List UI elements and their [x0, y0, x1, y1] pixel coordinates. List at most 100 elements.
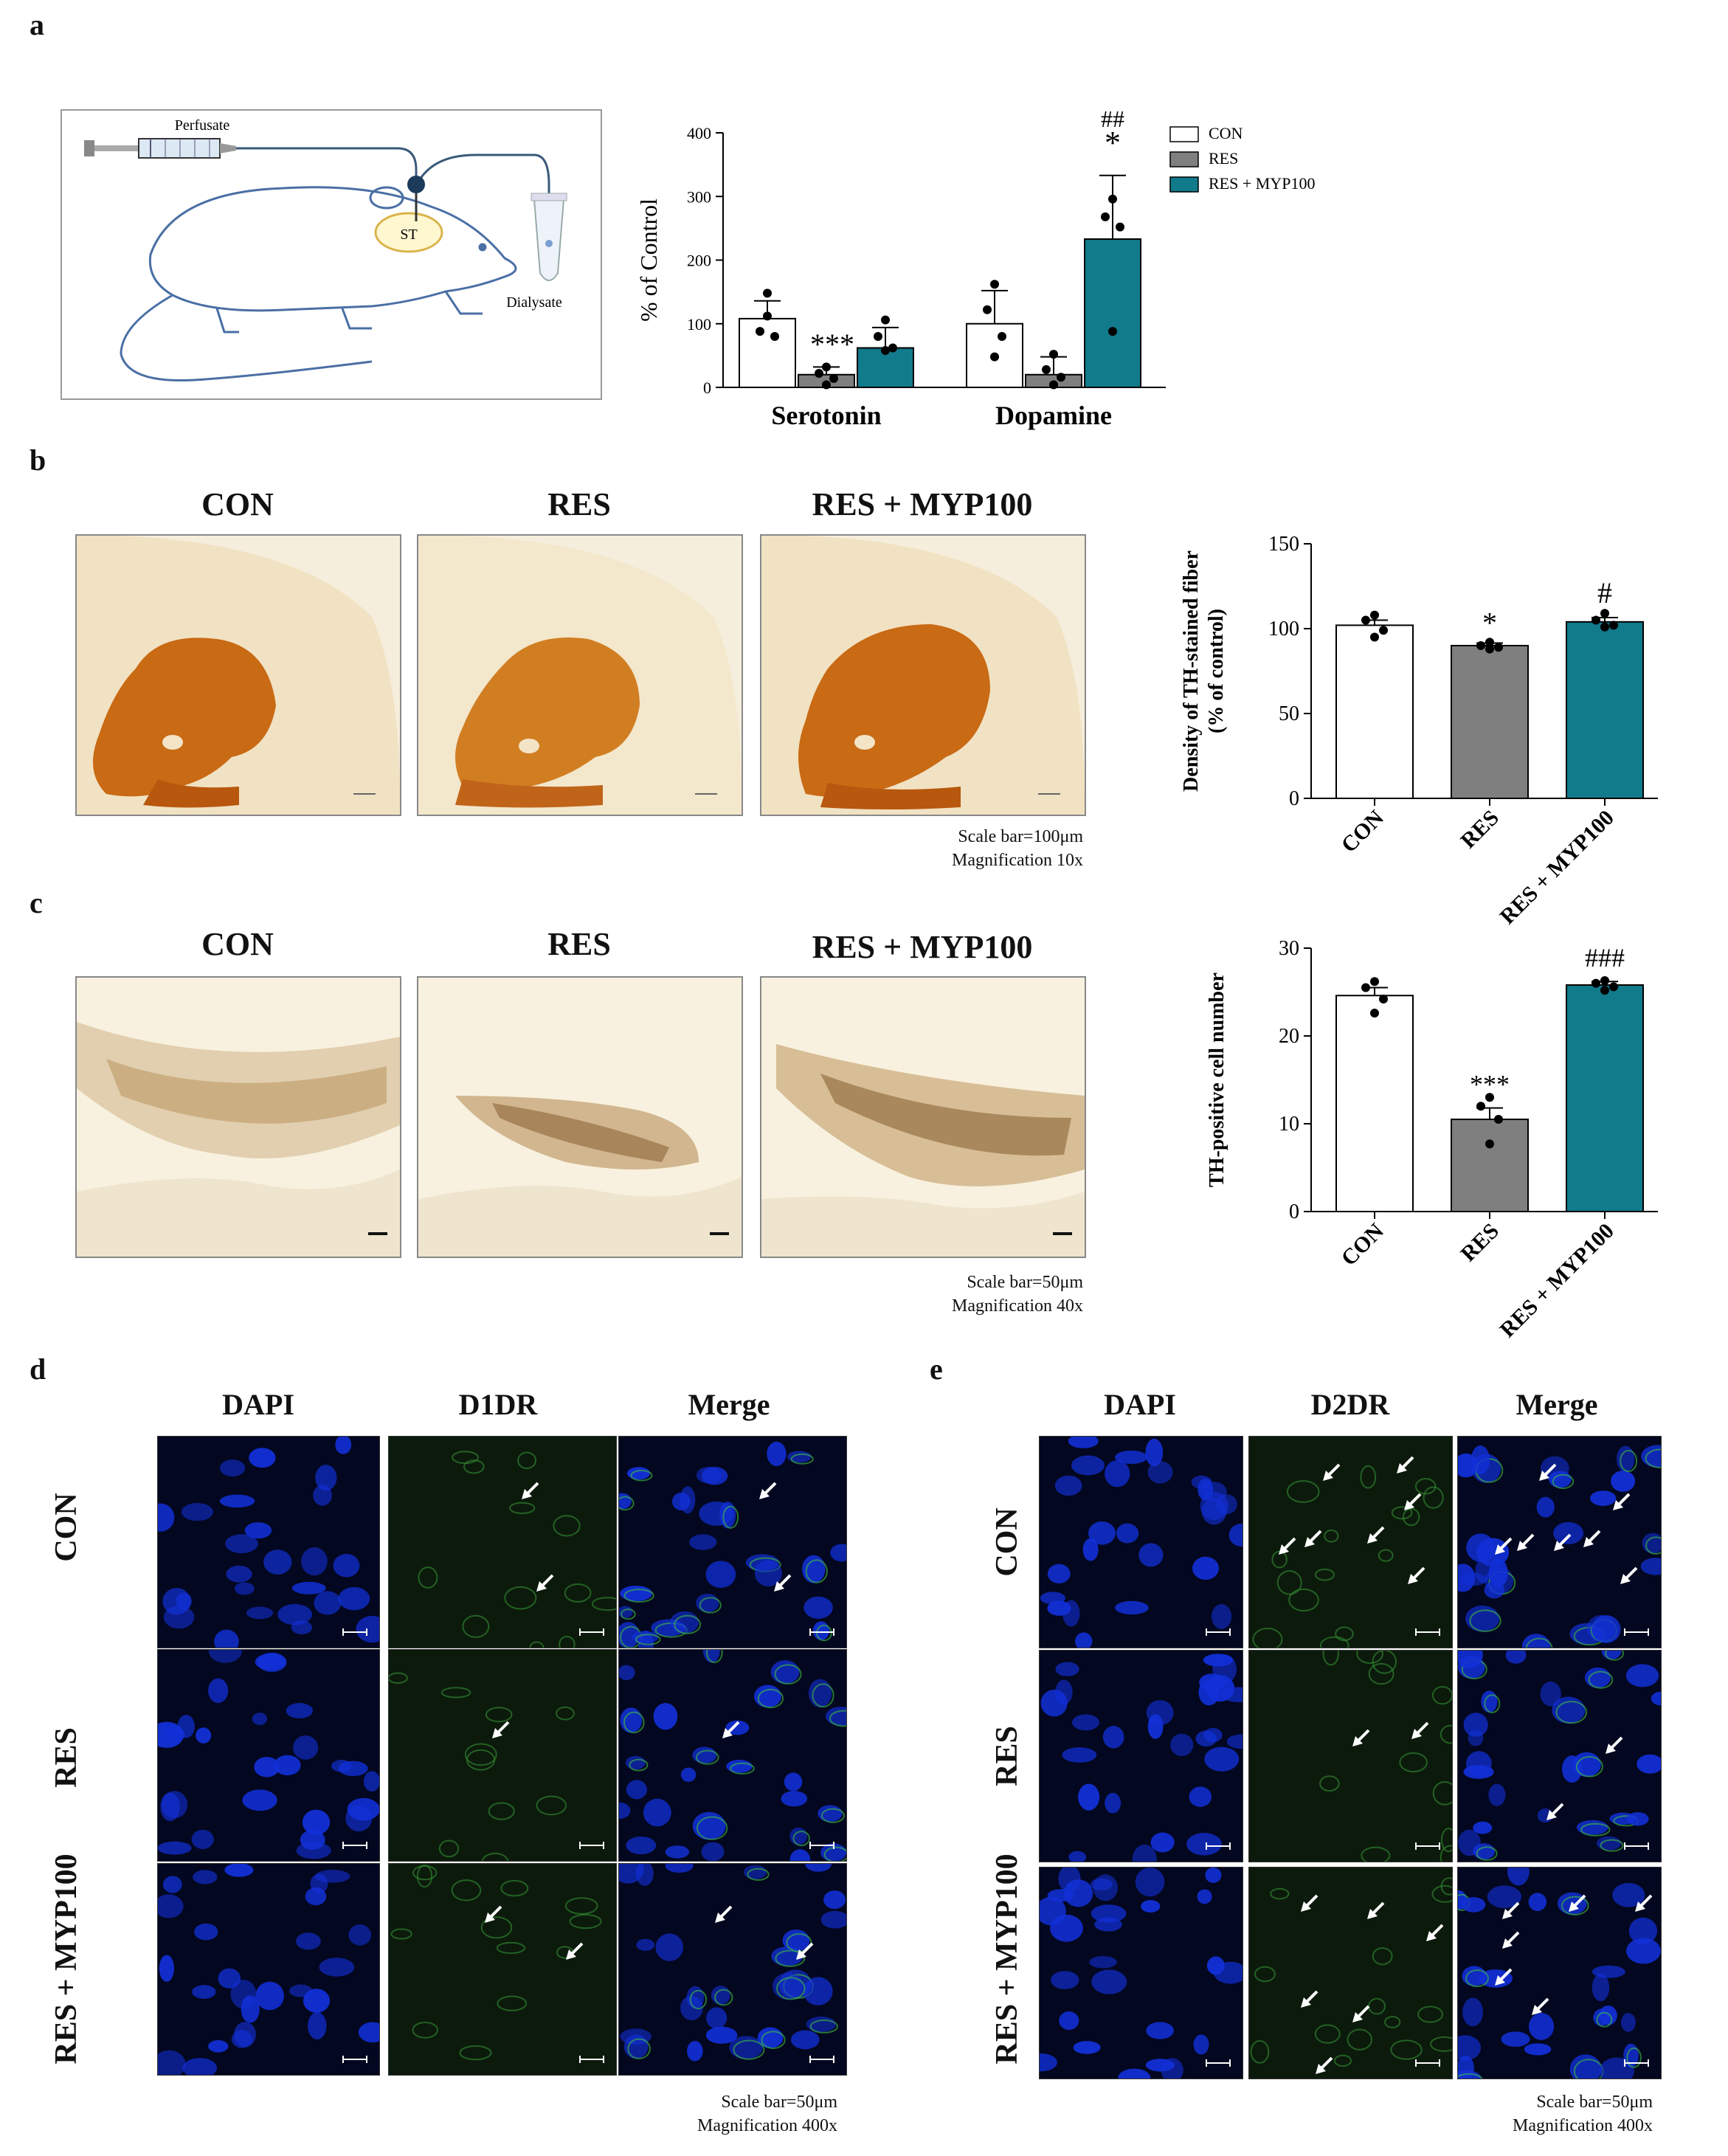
receptor-signal: [635, 1634, 661, 1645]
receptor-signal: [504, 1586, 537, 1610]
receptor-signal: [553, 1515, 581, 1537]
receptor-signal: [829, 1710, 846, 1727]
chart-b: 0 50 100 150 Density of TH-stained fiber (% o…: [1180, 516, 1712, 944]
arrow-head: [1532, 2005, 1542, 2015]
data-point: [1361, 983, 1370, 992]
nucleus: [220, 1459, 246, 1477]
y-tick-label: 200: [687, 252, 711, 270]
nucleus: [230, 1979, 257, 2009]
data-point: [1494, 643, 1503, 652]
x-category-label: RES + MYP100: [1496, 806, 1619, 929]
nucleus: [1651, 1691, 1661, 1706]
data-point: [1600, 976, 1609, 986]
nucleus: [1068, 1437, 1099, 1448]
nucleus: [1147, 1714, 1164, 1739]
c-mag-text: Magnification 40x: [952, 1296, 1083, 1316]
perfusate-label: Perfusate: [175, 117, 230, 134]
nucleus: [348, 1924, 372, 1946]
scale-bar: [1206, 1842, 1231, 1850]
receptor-signal: [730, 1762, 755, 1775]
nucleus: [1071, 1714, 1100, 1731]
nucleus: [1596, 1836, 1622, 1851]
nucleus: [1473, 1821, 1493, 1834]
nucleus: [1465, 1605, 1500, 1632]
legend-label: RES + MYP100: [1209, 174, 1315, 193]
nucleus: [1601, 1651, 1622, 1659]
e-merge-con-image: [1457, 1436, 1662, 1648]
nucleus: [619, 1493, 632, 1510]
receptor-signal: [1417, 2005, 1444, 2023]
nucleus: [1068, 1851, 1087, 1862]
nucleus: [1161, 2058, 1183, 2079]
receptor-signal: [1252, 1627, 1283, 1648]
arrow-marker: [1635, 1894, 1653, 1912]
nucleus: [701, 1466, 728, 1485]
nucleus: [208, 2039, 229, 2053]
panel-label-e: e: [930, 1352, 943, 1386]
data-point: [1609, 621, 1618, 630]
arrow-marker: [1367, 1901, 1385, 1919]
data-point: [1370, 610, 1379, 620]
y-tick-label: 400: [687, 124, 711, 142]
nucleus: [246, 1606, 274, 1620]
arrow-head: [1554, 1541, 1564, 1551]
nucleus: [158, 1721, 184, 1748]
panel-label-c: c: [30, 886, 43, 919]
arrow-head: [1367, 1533, 1378, 1544]
nucleus: [1193, 2034, 1209, 2055]
receptor-signal: [722, 1505, 739, 1529]
d-col-title-dapi: DAPI: [222, 1388, 294, 1421]
scale-bar: [809, 1842, 834, 1849]
receptor-signal: [1561, 1896, 1589, 1915]
receptor-signal: [1356, 1651, 1383, 1664]
receptor-signal: [462, 1614, 490, 1638]
receptor-signal: [416, 1865, 433, 1888]
y-tick-label: 50: [1279, 702, 1299, 725]
nucleus: [643, 1798, 671, 1827]
y-tick-label: 20: [1279, 1025, 1299, 1048]
arrow-head: [536, 1581, 547, 1592]
b-micrograph-myp: [760, 534, 1086, 816]
receptor-signal: [1596, 2011, 1613, 2028]
receptor-signal: [1476, 1846, 1498, 1861]
nucleus: [1138, 1543, 1164, 1567]
scale-bar: [579, 1842, 604, 1849]
chart-a: 0 100 200 300 400 % of Control Serotonin Dopami…: [612, 103, 1350, 443]
significance-marker: *: [1105, 125, 1121, 161]
significance-marker: *: [1482, 607, 1497, 640]
receptor-signal: [689, 1989, 708, 2010]
d-col-title-merge: Merge: [688, 1388, 770, 1421]
receptor-signal: [1288, 1588, 1319, 1612]
nucleus: [1612, 1882, 1645, 1907]
d-mag-text: Magnification 400x: [697, 2116, 837, 2135]
arrow-marker: [492, 1721, 510, 1738]
e-col-title-merge: Merge: [1516, 1388, 1598, 1421]
receptor-signal: [629, 1758, 649, 1772]
receptor-signal: [1620, 1450, 1638, 1473]
arrow-head: [1635, 1901, 1645, 1912]
arrow-marker: [1316, 2056, 1333, 2074]
e-merge-res-image: [1457, 1650, 1662, 1862]
nucleus: [1641, 1445, 1661, 1468]
e-green-con-image: [1248, 1436, 1453, 1648]
nucleus: [1529, 2012, 1555, 2040]
arrow-head: [1404, 1500, 1414, 1510]
receptor-signal: [517, 1451, 537, 1470]
nucleus: [1640, 1558, 1661, 1575]
arrow-marker: [1367, 1526, 1385, 1544]
arrow-marker: [1301, 1990, 1319, 2008]
receptor-signal: [815, 1624, 832, 1642]
d-merge-myp-image: [618, 1863, 847, 2076]
nucleus: [825, 1706, 846, 1726]
bar-resmyp100: [1084, 238, 1141, 388]
scale-bar: [1415, 1842, 1440, 1850]
nucleus: [303, 1989, 331, 2013]
nucleus: [689, 1534, 717, 1550]
nucleus: [767, 1441, 787, 1467]
nucleus: [1093, 1874, 1118, 1901]
arrow-head: [1517, 1541, 1527, 1551]
nucleus: [218, 1968, 241, 1989]
nucleus: [705, 1561, 736, 1589]
data-point: [1476, 1102, 1485, 1111]
receptor-signal: [1626, 2047, 1642, 2068]
